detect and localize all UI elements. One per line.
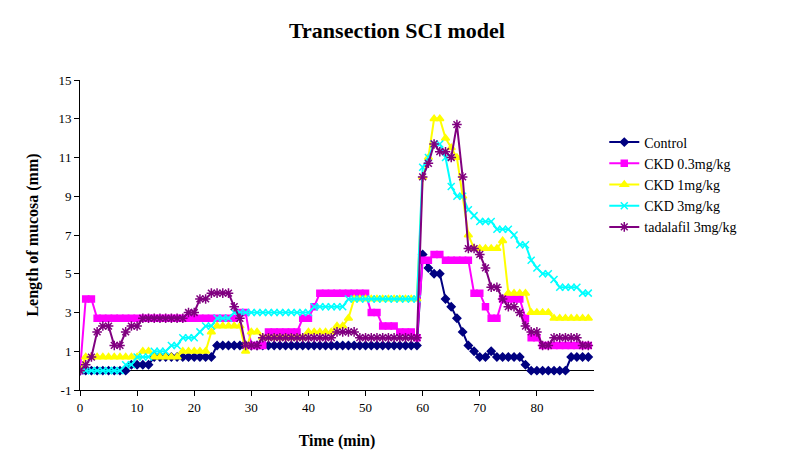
svg-text:15: 15 — [58, 73, 71, 88]
svg-text:Transection SCI model: Transection SCI model — [289, 18, 505, 43]
svg-text:13: 13 — [58, 111, 71, 126]
svg-text:60: 60 — [416, 400, 429, 415]
svg-text:50: 50 — [359, 400, 372, 415]
svg-text:tadalafil 3mg/kg: tadalafil 3mg/kg — [644, 220, 736, 235]
svg-text:-1: -1 — [61, 383, 72, 398]
svg-text:CKD 3mg/kg: CKD 3mg/kg — [644, 199, 720, 214]
svg-text:CKD 1mg/kg: CKD 1mg/kg — [644, 178, 720, 193]
svg-text:CKD 0.3mg/kg: CKD 0.3mg/kg — [644, 157, 730, 172]
svg-text:40: 40 — [302, 400, 315, 415]
svg-text:5: 5 — [65, 266, 72, 281]
svg-text:11: 11 — [59, 150, 72, 165]
svg-text:Control: Control — [644, 136, 687, 151]
svg-text:80: 80 — [530, 400, 543, 415]
svg-text:Length of mucosa (mm): Length of mucosa (mm) — [24, 153, 42, 316]
svg-text:70: 70 — [473, 400, 486, 415]
svg-text:0: 0 — [77, 400, 84, 415]
svg-text:7: 7 — [65, 228, 72, 243]
svg-text:30: 30 — [245, 400, 258, 415]
svg-text:20: 20 — [188, 400, 201, 415]
svg-text:9: 9 — [65, 189, 72, 204]
svg-text:3: 3 — [65, 305, 72, 320]
svg-text:Time (min): Time (min) — [299, 432, 376, 450]
svg-text:1: 1 — [65, 344, 72, 359]
svg-text:10: 10 — [131, 400, 144, 415]
